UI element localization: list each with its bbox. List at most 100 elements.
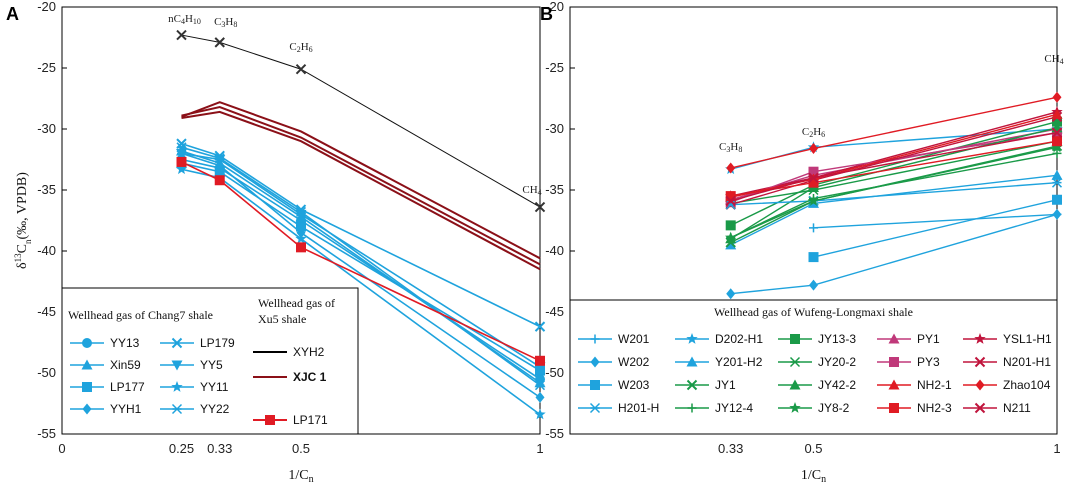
y-tick-label-b: -30 (545, 121, 564, 136)
series-xjc-1 (181, 110, 541, 271)
y-axis-label-part: 13 (13, 253, 23, 263)
panel-b: -20-25-30-35-40-45-50-550.33 0.5 11/CnBC3H… (540, 0, 1064, 484)
data-point-marker (726, 162, 736, 174)
formula-part: 4 (538, 188, 542, 197)
data-point-marker (725, 239, 737, 250)
legend-marker (590, 356, 600, 368)
series-w202 (726, 208, 1062, 300)
x-axis-label-main: 1/C (288, 468, 308, 483)
annotation-c2-b: C2H6 (802, 126, 825, 139)
legend-title-wufeng: Wellhead gas of Wufeng-Longmaxi shale (714, 305, 913, 319)
legend-label-w203: W203 (618, 378, 650, 392)
legend-label-yy5: YY5 (200, 358, 223, 372)
legend-marker (889, 357, 899, 367)
y-tick-label-a: -20 (37, 0, 56, 14)
data-point-marker (808, 252, 819, 263)
formula-part: CH (522, 184, 537, 196)
x-tick-label-b: 1 (1053, 441, 1060, 456)
formula-part: H (225, 16, 233, 28)
data-point-marker (1052, 136, 1062, 147)
legend-label-y201-h2: Y201-H2 (715, 355, 763, 369)
x-tick-label-a: 0.25 (169, 441, 194, 456)
legend-marker (81, 359, 93, 370)
formula-part: nC (168, 13, 181, 25)
y-tick-label-a: -30 (37, 121, 56, 136)
legend-marker (590, 380, 600, 390)
legend-label-jy8-2: JY8-2 (818, 401, 850, 415)
y-tick-label-b: -35 (545, 182, 564, 197)
y-axis-label-a: δ13Cn(‰, VPDB) (13, 172, 33, 269)
panel-label-b: B (540, 4, 553, 24)
legend-label-py3: PY3 (917, 355, 940, 369)
legend-marker (589, 402, 601, 414)
series-line (181, 146, 541, 386)
series-w203 (808, 194, 1062, 263)
annotation-c3-b: C3H8 (719, 141, 742, 154)
legend-marker (265, 415, 275, 425)
y-tick-label-b: -25 (545, 60, 564, 75)
legend-label-xin59: Xin59 (110, 358, 141, 372)
data-point-marker (295, 64, 307, 75)
y-axis-label-part: C (15, 244, 30, 253)
legend-label-jy42-2: JY42-2 (818, 378, 856, 392)
legend-label-yy13: YY13 (110, 336, 140, 350)
formula-part: 10 (193, 17, 201, 26)
formula-part: 4 (1060, 57, 1064, 66)
formula-part: H (730, 141, 738, 153)
y-tick-label-a: -55 (37, 426, 56, 441)
formula-part: 2 (809, 130, 813, 139)
annotation-c3: C3H8 (214, 16, 237, 29)
formula-part: 3 (726, 145, 730, 154)
series-line (181, 110, 541, 271)
series-jy8-2 (725, 141, 1063, 243)
data-point-marker (1051, 141, 1063, 153)
annotation-c2: C2H6 (289, 41, 312, 54)
legend-title-chang7: Wellhead gas of Chang7 shale (68, 308, 213, 322)
legend-label-d202-h1: D202-H1 (715, 332, 763, 346)
x-tick-label-a: 0.5 (292, 441, 310, 456)
y-tick-label-b: -45 (545, 304, 564, 319)
legend-label-nh2-1: NH2-1 (917, 378, 952, 392)
data-point-marker (535, 355, 545, 366)
data-point-marker (534, 321, 546, 332)
legend-label-jy12-4: JY12-4 (715, 401, 753, 415)
legend-marker (974, 402, 986, 414)
series-line (813, 199, 1058, 258)
y-axis-label-part: δ (15, 262, 30, 269)
series-lp171 (176, 156, 545, 366)
data-point-marker (214, 175, 225, 186)
data-point-marker (1051, 169, 1063, 180)
legend-marker (687, 403, 697, 413)
y-tick-label-a: -45 (37, 304, 56, 319)
legend-b: Wellhead gas of Wufeng-Longmaxi shale W20… (569, 299, 1058, 435)
data-point-marker (214, 37, 225, 48)
legend-label-py1: PY1 (917, 332, 940, 346)
legend-a: Wellhead gas of Chang7 shale Wellhead gas… (61, 287, 359, 435)
data-point-marker (1052, 91, 1062, 103)
data-point-marker (809, 143, 818, 155)
data-point-marker (807, 195, 820, 206)
y-axis-label-part: (‰, VPDB) (15, 172, 30, 240)
legend-marker (975, 379, 985, 391)
legend-label-xjc-1: XJC 1 (293, 370, 327, 384)
legend-label-n201-h1: N201-H1 (1003, 355, 1051, 369)
legend-label-lp179: LP179 (200, 336, 235, 350)
series-xjc-1 (181, 105, 541, 266)
x-axis-label-sub: n (821, 474, 826, 484)
legend-label-jy20-2: JY20-2 (818, 355, 856, 369)
data-point-marker (808, 172, 819, 184)
formula-part: 6 (821, 130, 825, 139)
data-point-marker (1051, 108, 1063, 119)
data-point-marker (214, 153, 225, 164)
data-point-marker (534, 201, 546, 213)
legend-marker (590, 334, 600, 344)
formula-part: 8 (738, 145, 742, 154)
data-point-marker (177, 147, 186, 159)
series-xyh2 (176, 29, 546, 213)
x-tick-label-a: 0.33 (207, 441, 232, 456)
formula-part: 4 (181, 17, 185, 26)
data-point-marker (295, 206, 307, 217)
series-xjc-1 (181, 101, 541, 260)
annotation-c1-b: CH4 (1044, 53, 1063, 66)
legend-marker (686, 333, 698, 344)
